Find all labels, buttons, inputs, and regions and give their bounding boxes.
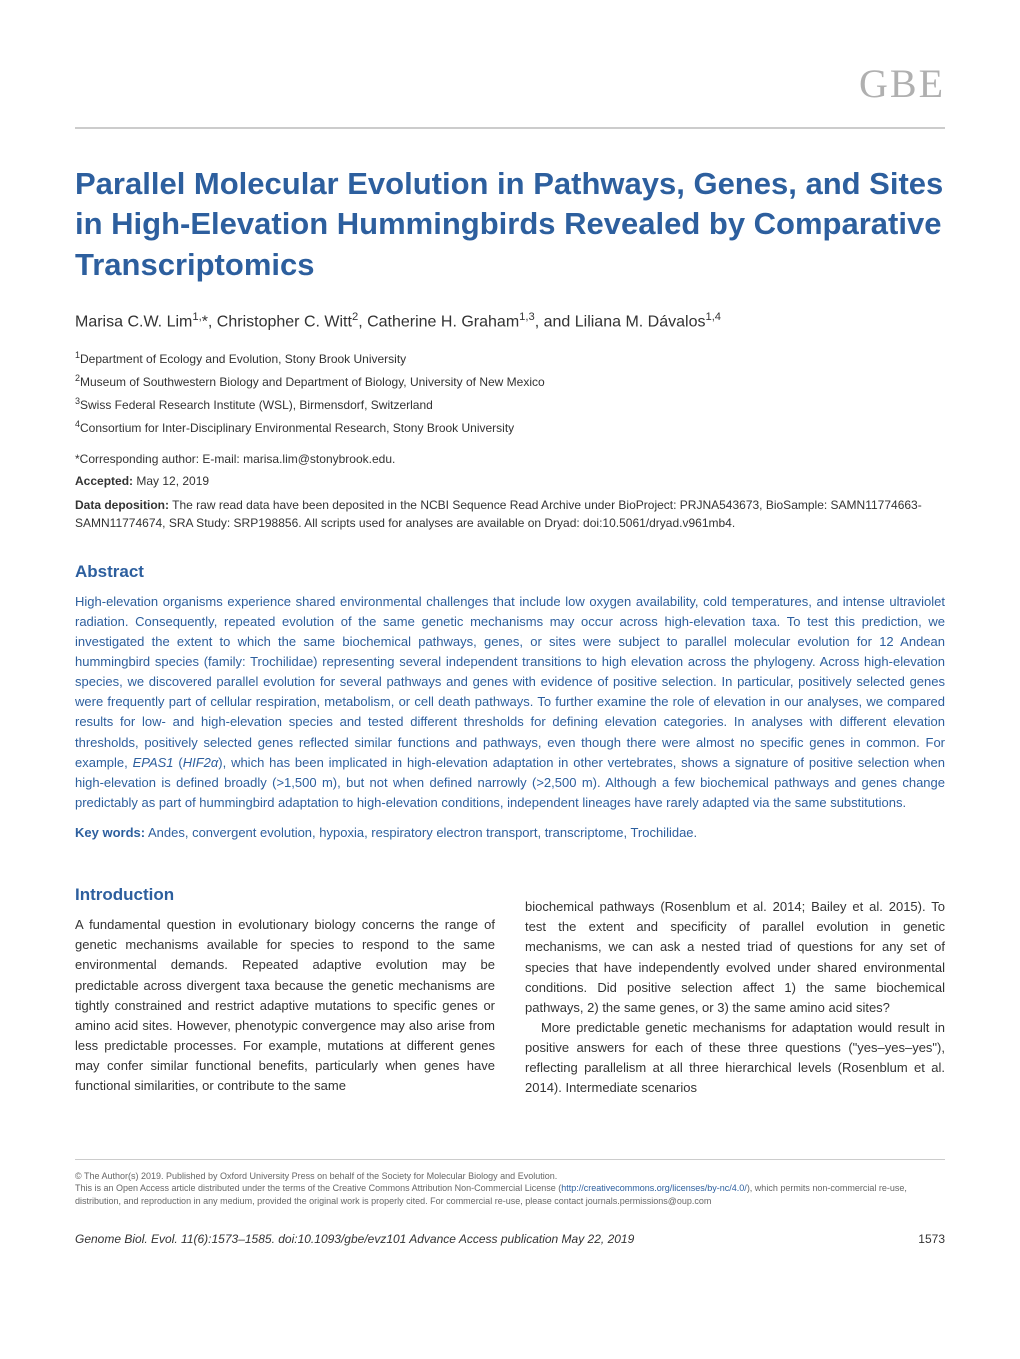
column-right: biochemical pathways (Rosenblum et al. 2… — [525, 865, 945, 1098]
page-footer: Genome Biol. Evol. 11(6):1573–1585. doi:… — [75, 1232, 945, 1246]
footer-citation: Genome Biol. Evol. 11(6):1573–1585. doi:… — [75, 1232, 634, 1246]
keywords-text: Andes, convergent evolution, hypoxia, re… — [148, 825, 697, 840]
accepted-value: May 12, 2019 — [136, 474, 209, 488]
affiliation-3: 3Swiss Federal Research Institute (WSL),… — [75, 395, 945, 414]
corresponding-author: *Corresponding author: E-mail: marisa.li… — [75, 452, 945, 466]
header-divider — [75, 127, 945, 129]
copyright-line-1: © The Author(s) 2019. Published by Oxfor… — [75, 1170, 945, 1183]
keywords: Key words: Andes, convergent evolution, … — [75, 825, 945, 840]
data-deposition-label: Data deposition: — [75, 498, 169, 512]
affiliation-1: 1Department of Ecology and Evolution, St… — [75, 349, 945, 368]
accepted-label: Accepted: — [75, 474, 133, 488]
intro-paragraph-1: A fundamental question in evolutionary b… — [75, 915, 495, 1096]
license-link[interactable]: http://creativecommons.org/licenses/by-n… — [561, 1183, 747, 1193]
keywords-label: Key words: — [75, 825, 145, 840]
intro-paragraph-1-cont: biochemical pathways (Rosenblum et al. 2… — [525, 897, 945, 1018]
abstract-heading: Abstract — [75, 562, 945, 582]
intro-paragraph-2: More predictable genetic mechanisms for … — [525, 1018, 945, 1099]
copyright-block: © The Author(s) 2019. Published by Oxfor… — [75, 1170, 945, 1208]
accepted-date: Accepted: May 12, 2019 — [75, 474, 945, 488]
article-title: Parallel Molecular Evolution in Pathways… — [75, 164, 945, 285]
two-column-layout: Introduction A fundamental question in e… — [75, 865, 945, 1098]
data-deposition-text: The raw read data have been deposited in… — [75, 498, 922, 530]
footer-divider — [75, 1159, 945, 1160]
page-number: 1573 — [918, 1232, 945, 1246]
authors-line: Marisa C.W. Lim1,*, Christopher C. Witt2… — [75, 310, 945, 334]
journal-logo: GBE — [75, 60, 945, 107]
abstract-text: High-elevation organisms experience shar… — [75, 592, 945, 814]
data-deposition: Data deposition: The raw read data have … — [75, 496, 945, 532]
affiliation-4: 4Consortium for Inter-Disciplinary Envir… — [75, 418, 945, 437]
affiliation-2: 2Museum of Southwestern Biology and Depa… — [75, 372, 945, 391]
copyright-line-2: This is an Open Access article distribut… — [75, 1182, 945, 1207]
column-left: Introduction A fundamental question in e… — [75, 865, 495, 1098]
introduction-heading: Introduction — [75, 885, 495, 905]
